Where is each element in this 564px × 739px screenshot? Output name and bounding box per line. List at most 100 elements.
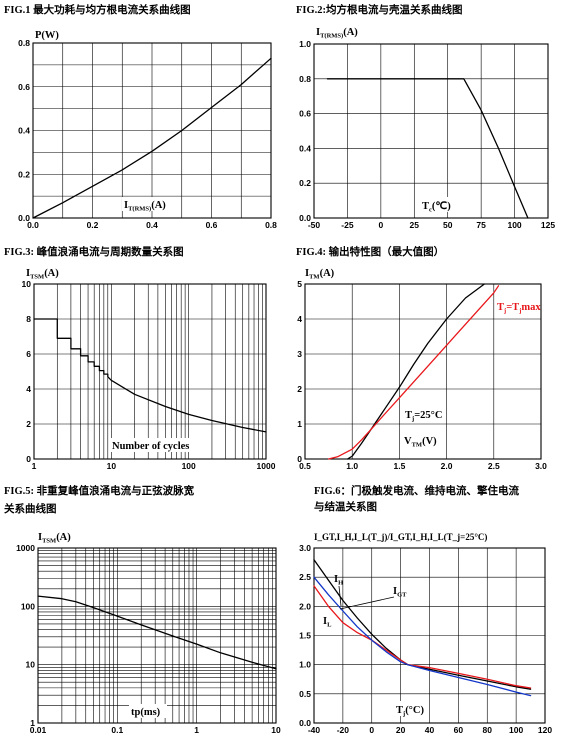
fig2-ytick-label: 0.6 [299, 109, 311, 119]
fig5-xlabel-bg [129, 704, 167, 718]
fig6-ih-leader-line [338, 585, 342, 607]
fig3-ylabel: ITSM(A) [26, 268, 59, 281]
fig2-xlabel-tail: (℃) [432, 200, 451, 212]
fig2-plot-frame [313, 43, 549, 219]
fig6-ylabel: I_GT,I_H,I_L(T_j)/I_GT,I_H,I_L(T_j=25°C) [314, 532, 487, 542]
fig6-series-2-label-sub: GT [397, 592, 407, 599]
fig1-plot-frame [32, 42, 272, 219]
fig4-xtick-label: 2.5 [488, 461, 500, 471]
fig2-xtick-label: 75 [476, 220, 486, 230]
fig6-series-1-label-main: I [323, 616, 327, 627]
fig6-series-2-label: IGT [393, 586, 407, 599]
fig2-xlabel-main: T [422, 201, 429, 212]
fig6-ytick-label: 0.0 [299, 718, 311, 728]
fig6-xtick-label: 40 [425, 725, 435, 735]
fig1-xlabel-bg [122, 197, 180, 211]
fig6-xtick-label: -20 [337, 725, 350, 735]
fig4-ytick-label: 4 [297, 314, 302, 324]
fig5-xtick-label: 0.1 [111, 725, 123, 735]
fig1-ytick-label: 0.8 [18, 38, 30, 48]
fig6-plot-frame [313, 547, 546, 724]
fig4-xtick-label: 2.0 [441, 461, 453, 471]
fig4-series-0-line [346, 283, 486, 460]
fig5-title-line2: 关系曲线图 [4, 502, 57, 515]
fig6-xlabel-sub: j [402, 711, 405, 718]
fig4-on-state-characteristics-chart: 0.5 1.0 1.5 2.0 2.5 3.0012345ITM(A)VTM(V)Tj=2… [297, 268, 547, 471]
fig4-series-0-label-main: T [405, 410, 412, 421]
fig6-xtick-label: 0 [369, 725, 374, 735]
fig6-series-0-label-main: I [334, 574, 338, 585]
fig2-xlabel: Tc(℃) [422, 200, 451, 214]
fig4-xlabel-sub: TM [412, 442, 422, 449]
fig6-series-0-label-sub: H [338, 580, 343, 587]
fig6-igt-leader-line [339, 596, 395, 610]
fig6-ytick-label: 1.0 [299, 660, 311, 670]
fig4-xlabel-main: V [404, 436, 412, 447]
fig4-ytick-label: 0 [297, 454, 302, 464]
fig1-ylabel: P(W) [35, 30, 59, 41]
fig2-ylabel-tail: (A) [343, 27, 358, 38]
fig2-ylabel-main: I [316, 27, 320, 38]
fig1-xtick-label: 0.6 [206, 220, 218, 230]
fig4-xlabel: VTM(V) [404, 436, 437, 449]
fig6-title-line2: 与结温关系图 [314, 500, 377, 513]
fig4-xtick-label: 0.5 [299, 461, 311, 471]
fig4-series-1-label-tail2: max [521, 302, 541, 313]
fig1-xtick-label: 0.0 [27, 220, 39, 230]
fig4-plot-frame [304, 283, 542, 460]
fig6-xtick-label: 100 [509, 725, 523, 735]
fig3-ytick-label: 10 [22, 279, 32, 289]
fig4-ylabel: ITM(A) [305, 268, 335, 281]
fig3-ytick-label: 2 [26, 419, 31, 429]
fig6-xlabel-bg [394, 701, 428, 716]
fig1-ytick-label: 0.6 [18, 82, 30, 92]
fig2-series-0-line [326, 78, 529, 219]
fig4-ylabel-tail: (A) [320, 268, 335, 279]
fig2-xlabel-sub: c [429, 207, 432, 214]
fig3-series-0-line [33, 318, 267, 433]
fig4-xlabel-tail: (V) [422, 436, 437, 447]
fig6-ytick-label: 0.5 [299, 689, 311, 699]
fig1-ytick-label: 0.4 [18, 126, 30, 136]
fig3-ytick-label: 6 [26, 349, 31, 359]
fig4-series-1-label: Tj=Tjmax [497, 302, 541, 315]
fig4-title: FIG.4: 输出特性图（最大值图） [296, 245, 444, 258]
fig3-ylabel-main: I [26, 268, 30, 279]
fig6-ytick-label: 2.5 [299, 572, 311, 582]
fig4-series-1-label-tail: =T [506, 302, 519, 313]
fig5-ytick-label: 1 [30, 718, 35, 728]
fig1-xlabel-sub: T(RMS) [128, 206, 151, 213]
fig5-xtick-label: 10 [271, 725, 281, 735]
fig1-xlabel-main: I [124, 200, 128, 211]
fig1-ytick-label: 0.2 [18, 169, 30, 179]
fig6-xtick-label: 80 [483, 725, 493, 735]
fig4-xlabel-bg [401, 432, 445, 448]
fig6-ytick-label: 2.0 [299, 601, 311, 611]
fig6-gate-current-vs-junction-temp-chart: -40 -20 0 20 40 60 80 100 120 0.0 0.5 1.0 1.5 2.0 2.5 3… [299, 532, 552, 735]
fig2-ylabel: IT(RMS)(A) [316, 27, 358, 40]
fig5-ylabel-sub: TSM [42, 538, 56, 545]
fig2-ytick-label: 0.4 [299, 143, 311, 153]
fig3-ylabel-sub: TSM [30, 274, 44, 281]
fig4-ylabel-sub: TM [309, 274, 319, 281]
fig3-xlabel-main: Number of cycles [112, 441, 189, 452]
fig4-series-1-label-sub: j [503, 308, 506, 315]
fig2-ytick-label: 1.0 [299, 39, 311, 49]
fig4-series-0-label-sub: j [411, 416, 414, 423]
fig5-series-0-line [37, 595, 277, 670]
fig5-xlabel: tp(ms) [131, 707, 161, 718]
fig1-title: FIG.1 最大功耗与均方根电流关系曲线图 [4, 3, 191, 16]
fig6-series-1-label-sub: L [327, 622, 332, 629]
fig3-ytick-label: 4 [26, 384, 31, 394]
fig5-xlabel-main: tp(ms) [131, 707, 161, 718]
fig6-series-2-label-main: I [393, 586, 397, 597]
fig6-series-1-label: IL [323, 616, 332, 629]
fig6-xtick-label: 60 [454, 725, 464, 735]
fig4-xtick-label: 1.0 [346, 461, 358, 471]
fig3-xtick-label: 10 [107, 461, 117, 471]
fig4-series-1-label-sub2: j [518, 308, 521, 315]
fig2-ytick-label: 0.2 [299, 178, 311, 188]
fig3-xlabel-bg [110, 438, 196, 452]
fig2-title: FIG.2:均方根电流与壳温关系曲线图 [296, 3, 463, 16]
